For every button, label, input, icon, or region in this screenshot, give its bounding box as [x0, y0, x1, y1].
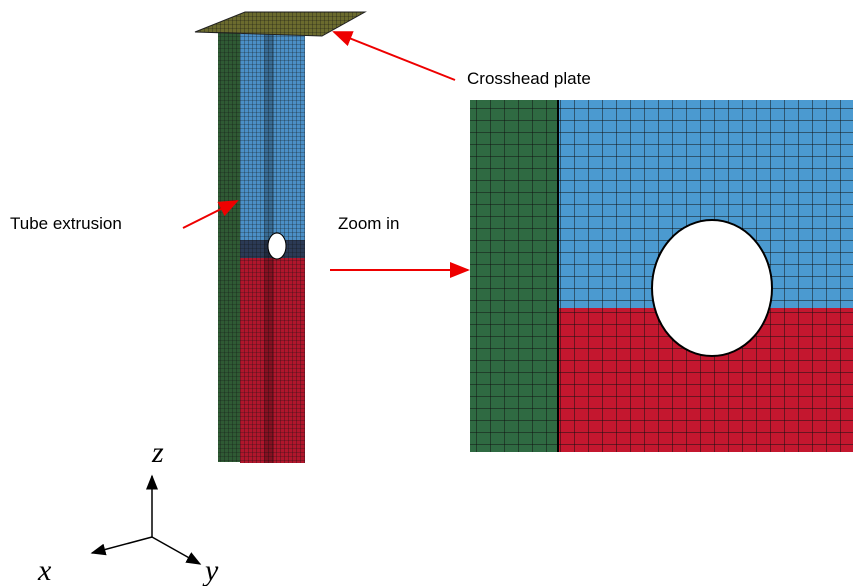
label: Tube extrusion: [10, 214, 122, 233]
zoom-panel: [470, 100, 853, 452]
label: Zoom in: [338, 214, 399, 233]
diagram: Crosshead plate Tube extrusion Zoom in z…: [0, 0, 853, 586]
arrow: [334, 32, 455, 80]
axes-triad: [92, 476, 200, 564]
axis-label: y: [202, 554, 219, 586]
tube-model: [195, 12, 365, 463]
axis-label: x: [37, 554, 52, 586]
axis-label: z: [151, 436, 164, 469]
label: Crosshead plate: [467, 69, 591, 88]
